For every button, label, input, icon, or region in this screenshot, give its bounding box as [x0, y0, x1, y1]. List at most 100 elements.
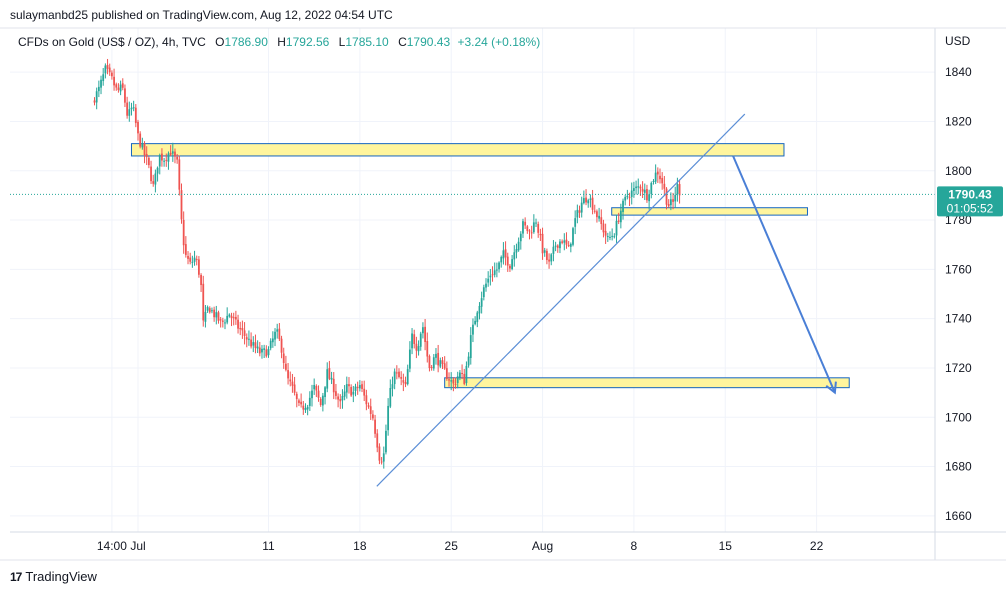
candle-body	[604, 230, 607, 236]
x-tick-label: 8	[631, 539, 638, 553]
candle-body	[115, 84, 118, 88]
candle-body	[350, 386, 353, 396]
candle-body	[139, 133, 142, 147]
candle-body	[609, 236, 611, 238]
candle-body	[546, 250, 548, 261]
candle-body	[565, 239, 568, 245]
candle-body	[524, 221, 527, 226]
candle-body	[256, 346, 259, 349]
candle-body	[150, 166, 152, 182]
candle-body	[480, 298, 483, 307]
candle-body	[178, 159, 181, 190]
candle-body	[589, 198, 592, 200]
y-tick-label: 1660	[945, 509, 972, 523]
candle-body	[328, 368, 331, 379]
candle-body	[254, 342, 257, 348]
candle-body	[461, 373, 463, 375]
candle-body	[274, 331, 276, 340]
candle-body	[250, 339, 252, 347]
candle-body	[456, 376, 459, 384]
candle-body	[167, 153, 170, 162]
candle-body	[643, 189, 646, 193]
candle-body	[600, 217, 603, 224]
last-price-badge	[937, 186, 1003, 217]
candle-body	[667, 203, 670, 207]
candle-body	[141, 143, 144, 148]
candle-body	[582, 198, 585, 204]
candle-body	[119, 84, 122, 92]
currency-label: USD	[945, 34, 971, 48]
candle-body	[271, 338, 274, 343]
candle-body	[278, 328, 281, 340]
candle-body	[132, 107, 135, 109]
candle-body	[633, 188, 635, 192]
bar-countdown: 01:05:52	[947, 201, 994, 215]
candle-body	[500, 256, 503, 263]
candle-body	[637, 186, 640, 188]
candle-body	[93, 100, 96, 103]
candle-body	[515, 249, 518, 253]
candle-body	[478, 305, 481, 314]
support-resistance-zone	[444, 377, 850, 389]
candle-body	[635, 186, 637, 189]
candle-body	[445, 368, 448, 379]
candle-body	[467, 356, 470, 366]
candle-body	[245, 337, 248, 340]
candle-body	[454, 383, 457, 385]
candle-body	[495, 269, 498, 271]
candle-body	[258, 347, 261, 354]
candle-body	[108, 67, 111, 73]
candle-body	[511, 259, 513, 270]
candle-body	[552, 246, 555, 254]
candles-group	[93, 58, 681, 469]
candle-body	[578, 210, 581, 213]
candle-body	[532, 222, 535, 233]
candle-body	[654, 172, 657, 182]
candle-body	[450, 380, 453, 382]
drawings-group	[10, 113, 935, 487]
candle-body	[145, 153, 148, 158]
candle-body	[463, 373, 466, 384]
candle-body	[663, 183, 666, 189]
candle-body	[313, 385, 316, 390]
candle-body	[287, 370, 289, 379]
candle-body	[263, 348, 266, 350]
support-resistance-zone	[130, 143, 785, 157]
candle-body	[563, 240, 566, 243]
candle-body	[358, 385, 361, 389]
candle-body	[678, 184, 681, 196]
candle-body	[302, 405, 305, 410]
x-tick-label: 14:00	[97, 539, 127, 553]
y-tick-label: 1680	[945, 460, 972, 474]
close-value: 1790.43	[406, 35, 451, 49]
y-tick-label: 1720	[945, 361, 972, 375]
published-header: sulaymanbd25 published on TradingView.co…	[10, 8, 393, 22]
candle-body	[498, 262, 500, 270]
candle-body	[615, 220, 618, 236]
candle-body	[398, 371, 400, 378]
candle-body	[111, 72, 113, 77]
candle-body	[187, 255, 189, 259]
candle-body	[567, 245, 570, 247]
candle-body	[482, 287, 485, 298]
candle-body	[332, 378, 335, 393]
candle-body	[469, 335, 472, 359]
candle-body	[465, 365, 468, 383]
x-tick-label: Jul	[130, 539, 145, 553]
y-tick-label: 1840	[945, 65, 972, 79]
candle-body	[650, 182, 653, 194]
candle-body	[300, 401, 303, 405]
candle-body	[219, 319, 222, 321]
candle-body	[356, 386, 359, 389]
candle-body	[509, 265, 511, 269]
candle-body	[361, 384, 363, 389]
low-value: 1785.10	[345, 35, 389, 49]
candle-body	[513, 252, 516, 260]
candle-body	[659, 175, 661, 180]
candle-body	[476, 312, 479, 323]
candle-body	[432, 357, 435, 369]
candle-body	[206, 306, 209, 311]
candle-body	[676, 184, 679, 195]
candle-body	[491, 274, 494, 276]
